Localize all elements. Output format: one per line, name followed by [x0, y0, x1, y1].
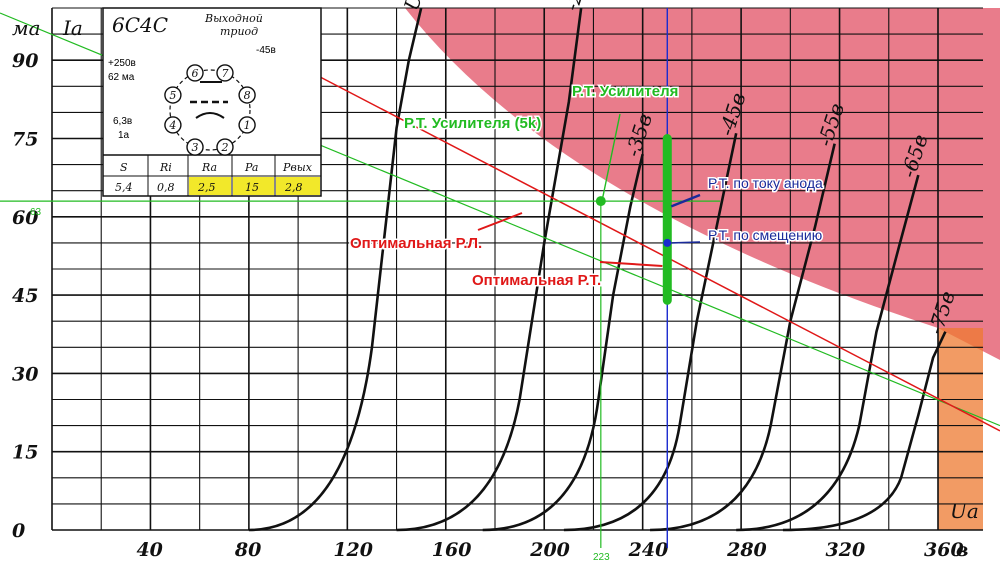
max-dissipation-zone — [405, 8, 1000, 360]
series-line — [482, 153, 644, 532]
load-line-pointer — [477, 212, 523, 231]
y-tick-label: 45 — [12, 285, 38, 307]
x-tick-label: 80 — [234, 539, 261, 561]
tube-pin-number: 7 — [221, 67, 228, 80]
tube-pin — [216, 138, 234, 156]
annotation-bias-point: Р.Т. по смещению — [708, 227, 822, 243]
overlay-layer — [0, 8, 1000, 548]
y-axis-label: Ia — [62, 16, 83, 40]
x-tick-label: 200 — [529, 539, 570, 561]
tube-pin — [186, 64, 204, 82]
annotation-amp-point: Р.Т. Усилителя — [572, 83, 678, 100]
tube-pin-number: 3 — [192, 141, 199, 154]
operating-point-dot — [595, 196, 606, 207]
x-tick-label: 160 — [432, 539, 472, 561]
x-tick-label: 320 — [826, 539, 866, 561]
series-line — [248, 7, 423, 532]
param-table: S Ri Ra Pa Pвых 5,4 0,8 2,5 15 2,8 — [103, 155, 321, 196]
tube-pin-number: 6 — [192, 67, 199, 80]
tube-pin — [216, 64, 234, 82]
y-tick-label: 15 — [12, 442, 38, 464]
annotation-anode-current-point: Р.Т. по току анода — [708, 175, 823, 191]
tube-pin — [238, 116, 256, 134]
annotation-optimal-load-line: Оптимальная Р.Л. — [350, 235, 482, 252]
table-value-pout: 2,8 — [284, 181, 303, 194]
y-tick-label: 60 — [12, 207, 38, 229]
y-tick-label: 75 — [12, 129, 38, 151]
annotation-optimal-point: Оптимальная Р.Т. — [472, 272, 601, 289]
marker-y-value: 63 — [30, 207, 42, 218]
x-tick-label: 240 — [628, 539, 669, 561]
tube-pin — [164, 86, 182, 104]
y-tick-label: 90 — [12, 50, 38, 72]
x-tick-label: 40 — [136, 539, 162, 561]
amp-point-pointer — [602, 113, 621, 198]
tube-name: 6С4С — [112, 13, 168, 37]
pin-note-1: +250в — [108, 58, 136, 69]
annotation-amp-point-5k: Р.Т. Усилителя (5k) — [404, 115, 541, 132]
grid — [51, 7, 983, 531]
x-tick-label: 280 — [726, 539, 767, 561]
tube-pin-number: 5 — [169, 89, 176, 102]
tube-pin-number: 8 — [244, 89, 251, 102]
max-voltage-zone — [938, 328, 983, 530]
tube-pin-number: 4 — [168, 119, 176, 132]
table-header-pout: Pвых — [282, 161, 313, 174]
optimal-load-line — [317, 75, 1000, 432]
marker-x-value: 223 — [593, 552, 610, 563]
inset-title-1: Выходной — [204, 12, 263, 25]
bias-point-dot — [663, 238, 672, 247]
pin-note-2: 62 ма — [108, 72, 135, 83]
anode-current-pointer — [670, 193, 701, 208]
pin-note-3: -45в — [256, 45, 276, 56]
series-line — [563, 133, 738, 532]
tube-info-inset: 6С4С Выходной триод 1 2 3 4 5 6 7 8 +250в 62 ма… — [102, 7, 322, 197]
series-line — [782, 331, 947, 532]
table-header-s: S — [120, 161, 128, 174]
table-value-pa: 15 — [245, 181, 259, 194]
table-header-ri: Ri — [159, 161, 172, 174]
tube-pin-number: 2 — [220, 141, 228, 154]
y-tick-label: 30 — [12, 363, 38, 385]
tube-pin — [164, 116, 182, 134]
x-tick-label: 120 — [333, 539, 373, 561]
pin-note-5: 1а — [118, 130, 130, 141]
table-value-ri: 0,8 — [157, 181, 175, 194]
series-line — [736, 174, 920, 532]
x-axis-label: Ua — [950, 499, 979, 523]
table-value-ra: 2,5 — [197, 181, 216, 194]
tube-pin — [186, 138, 204, 156]
series-line — [650, 143, 836, 532]
tube-pin-number: 1 — [244, 119, 251, 132]
bias-pointer — [671, 241, 701, 244]
x-tick-label: 360 — [924, 539, 964, 561]
y-unit-label: ма — [12, 16, 41, 40]
tube-pin — [238, 86, 256, 104]
y-tick-label: 0 — [12, 520, 25, 542]
series-line — [396, 7, 583, 532]
table-header-ra: Ra — [201, 161, 217, 174]
pin-note-4: 6,3в — [113, 116, 132, 127]
inset-title-2: триод — [220, 25, 258, 38]
table-header-pa: Pa — [244, 161, 258, 174]
x-unit-label: в — [956, 539, 968, 561]
optimal-point-pointer — [599, 261, 663, 267]
table-value-s: 5,4 — [115, 181, 133, 194]
